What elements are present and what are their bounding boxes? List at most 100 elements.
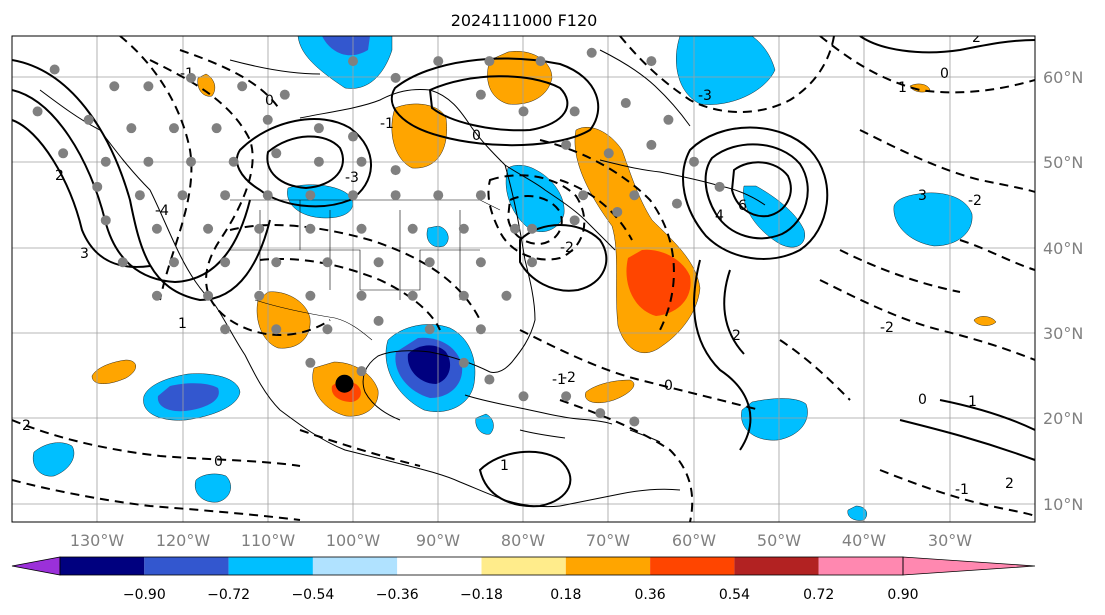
station-dot xyxy=(203,290,214,301)
station-dot xyxy=(569,215,580,226)
colorbar-tick-label: 0.72 xyxy=(803,587,834,603)
station-dot xyxy=(348,190,358,201)
station-dot xyxy=(211,123,222,134)
station-dot xyxy=(262,190,273,201)
station-dot xyxy=(228,156,239,167)
station-dot xyxy=(305,290,316,301)
station-dot xyxy=(629,190,640,201)
station-dot xyxy=(313,156,324,167)
station-dot xyxy=(518,106,529,117)
lon-tick-label: 60°W xyxy=(672,531,716,550)
lat-tick-label: 30°N xyxy=(1043,324,1083,343)
station-dot xyxy=(714,181,725,192)
station-dot xyxy=(527,257,538,268)
station-dot xyxy=(663,114,674,125)
station-dot xyxy=(58,148,69,159)
location-marker xyxy=(335,374,354,393)
contour-label: -4 xyxy=(155,203,169,219)
contour-label: -1 xyxy=(552,372,566,388)
orange-anomaly-region xyxy=(909,83,931,93)
colorbar-segment xyxy=(397,557,482,575)
blue-anomaly-core xyxy=(407,345,451,384)
station-dot xyxy=(143,81,154,92)
longitude-labels: 130°W 120°W 110°W 100°W 90°W 80°W 70°W 6… xyxy=(70,531,972,550)
station-dot xyxy=(109,81,120,92)
station-dot xyxy=(390,72,401,83)
station-dot xyxy=(356,290,367,301)
station-dot xyxy=(143,156,154,167)
station-dot xyxy=(373,315,384,326)
station-dot xyxy=(151,223,162,234)
negative-contours xyxy=(12,36,1035,522)
station-dot xyxy=(518,391,529,402)
map-title: 2024111000 F120 xyxy=(451,11,598,30)
station-dot xyxy=(322,257,333,268)
contour-label: 0 xyxy=(265,93,274,109)
station-dot xyxy=(646,56,657,67)
station-dot xyxy=(475,89,486,100)
station-dot xyxy=(535,56,546,67)
station-dot xyxy=(501,290,512,301)
station-dot xyxy=(305,357,316,368)
station-dot xyxy=(484,374,495,385)
station-dot xyxy=(390,165,401,176)
station-dot xyxy=(458,223,469,234)
contour-label: 2 xyxy=(732,328,741,344)
station-dot xyxy=(527,223,538,234)
station-dot xyxy=(117,257,128,268)
station-dot xyxy=(220,324,231,335)
blue-anomaly-core xyxy=(322,36,370,56)
station-dot xyxy=(348,56,358,67)
station-dot xyxy=(83,114,94,125)
station-dot xyxy=(134,190,145,201)
lon-tick-label: 130°W xyxy=(70,531,125,550)
orange-anomaly-region xyxy=(973,316,997,326)
colorbar: −0.90 −0.72 −0.54 −0.36 −0.18 0.18 0.36 … xyxy=(11,556,1036,603)
contour-label: 3 xyxy=(80,246,89,262)
colorbar-segment xyxy=(565,557,651,575)
colorbar-tick-label: 0.54 xyxy=(719,587,750,603)
station-dot xyxy=(126,123,137,134)
orange-anomaly-region xyxy=(585,379,635,403)
station-dot xyxy=(458,357,469,368)
colorbar-segment xyxy=(312,557,398,575)
contour-label: -2 xyxy=(562,370,576,386)
lat-tick-label: 10°N xyxy=(1043,495,1083,514)
contour-label: -2 xyxy=(560,240,574,256)
station-dot xyxy=(168,257,179,268)
contour-label: 0 xyxy=(472,128,481,144)
orange-anomaly-region xyxy=(91,359,136,384)
station-dot xyxy=(220,257,231,268)
station-dot xyxy=(407,223,418,234)
lon-tick-label: 100°W xyxy=(326,531,381,550)
lon-tick-label: 110°W xyxy=(241,531,296,550)
contour-label: 3 xyxy=(918,188,927,204)
colorbar-tick-label: −0.54 xyxy=(291,587,334,603)
station-dot xyxy=(271,324,282,335)
station-dot xyxy=(348,131,358,142)
lon-tick-label: 50°W xyxy=(757,531,801,550)
lon-tick-label: 30°W xyxy=(928,531,972,550)
colorbar-segment xyxy=(734,557,819,575)
station-dot xyxy=(356,223,367,234)
station-dot xyxy=(254,290,265,301)
contour-label: 2 xyxy=(1005,476,1014,492)
contour-label: 2 xyxy=(22,418,31,434)
station-dot xyxy=(671,198,682,209)
colorbar-frame xyxy=(59,556,904,576)
station-dot xyxy=(49,64,60,75)
colorbar-tick-label: 0.36 xyxy=(635,587,666,603)
station-dot xyxy=(177,190,188,201)
contour-label: -1 xyxy=(955,482,969,498)
station-dot xyxy=(279,89,290,100)
station-dot xyxy=(433,56,444,67)
station-dot xyxy=(220,190,231,201)
orange-anomaly-region xyxy=(256,291,311,349)
lat-tick-label: 20°N xyxy=(1043,409,1083,428)
blue-anomaly-region xyxy=(297,36,393,89)
station-dot xyxy=(186,156,197,167)
colorbar-segment xyxy=(144,557,229,575)
station-dot xyxy=(629,416,640,427)
contour-label-group: 0 -1 2 -3 -4 3 1 -2 6 4 0 -1 0 1 -1 2 -2… xyxy=(22,36,1014,498)
contour-label: 0 xyxy=(214,454,223,470)
